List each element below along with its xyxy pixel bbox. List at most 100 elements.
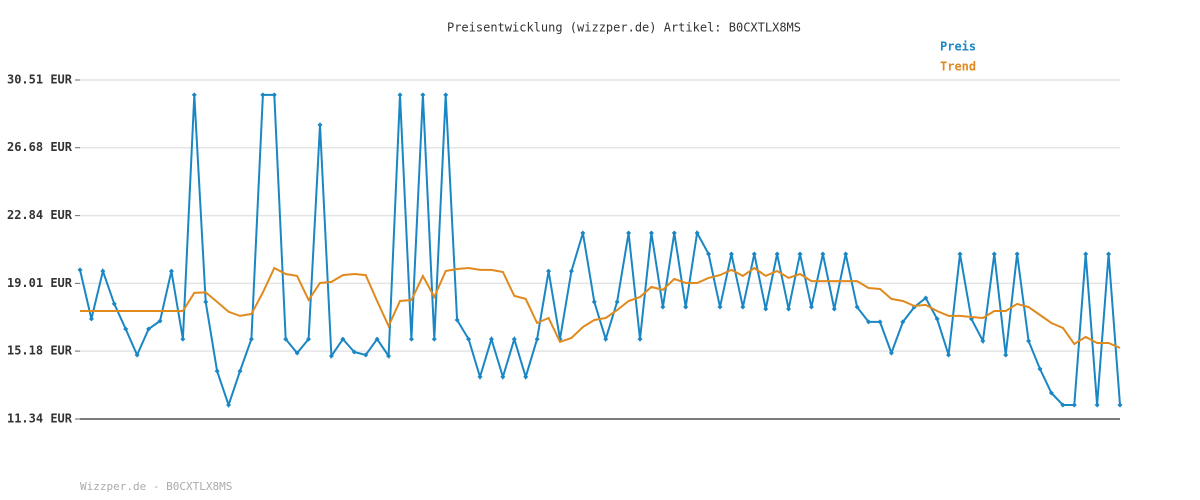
- point-marker: [1071, 402, 1077, 408]
- y-tick-label: 19.01 EUR: [7, 276, 73, 290]
- chart-title: Preisentwicklung (wizzper.de) Artikel: B…: [447, 21, 801, 35]
- point-marker: [408, 336, 414, 342]
- point-marker: [248, 336, 254, 342]
- point-marker: [728, 251, 734, 257]
- point-marker: [660, 304, 666, 310]
- point-marker: [203, 299, 209, 305]
- point-marker: [614, 299, 620, 305]
- point-marker: [88, 316, 94, 322]
- point-marker: [111, 301, 117, 307]
- point-marker: [226, 402, 232, 408]
- point-marker: [500, 374, 506, 380]
- point-marker: [991, 251, 997, 257]
- point-marker: [774, 251, 780, 257]
- point-marker: [134, 352, 140, 358]
- point-marker: [237, 368, 243, 374]
- point-marker: [466, 336, 472, 342]
- point-marker: [603, 336, 609, 342]
- line-trend: [80, 266, 1121, 349]
- y-tick-label: 26.68 EUR: [7, 140, 73, 154]
- point-marker: [706, 251, 712, 257]
- point-marker: [831, 306, 837, 312]
- y-tick-label: 11.34 EUR: [7, 412, 73, 426]
- point-marker: [123, 326, 129, 332]
- point-marker: [980, 338, 986, 344]
- point-marker: [317, 122, 323, 128]
- point-marker: [100, 268, 106, 274]
- point-marker: [214, 368, 220, 374]
- point-marker: [763, 306, 769, 312]
- y-tick-label: 15.18 EUR: [7, 344, 73, 358]
- point-marker: [786, 306, 792, 312]
- point-marker: [431, 336, 437, 342]
- point-marker: [1060, 402, 1066, 408]
- point-marker: [386, 353, 392, 359]
- point-marker: [1014, 251, 1020, 257]
- point-marker: [477, 374, 483, 380]
- point-marker: [1106, 251, 1112, 257]
- point-marker: [363, 352, 369, 358]
- point-marker: [1094, 402, 1100, 408]
- point-marker: [77, 267, 83, 273]
- point-marker: [683, 304, 689, 310]
- point-marker: [797, 251, 803, 257]
- point-marker: [157, 318, 163, 324]
- point-marker: [591, 299, 597, 305]
- point-marker: [420, 92, 426, 98]
- point-marker: [888, 350, 894, 356]
- point-marker: [306, 336, 312, 342]
- point-marker: [877, 319, 883, 325]
- point-marker: [957, 251, 963, 257]
- point-marker: [488, 336, 494, 342]
- point-marker: [146, 326, 152, 332]
- point-marker: [294, 350, 300, 356]
- point-marker: [568, 268, 574, 274]
- point-marker: [751, 251, 757, 257]
- point-marker: [854, 304, 860, 310]
- point-marker: [694, 230, 700, 236]
- legend-entry: Preis: [940, 40, 976, 54]
- point-marker: [671, 230, 677, 236]
- point-marker: [168, 268, 174, 274]
- line-preis: [79, 93, 1121, 409]
- y-tick-label: 22.84 EUR: [7, 208, 73, 222]
- point-marker: [900, 319, 906, 325]
- point-marker: [523, 374, 529, 380]
- legend-entry: Trend: [940, 60, 976, 74]
- point-marker: [180, 336, 186, 342]
- point-marker: [648, 230, 654, 236]
- point-marker: [843, 251, 849, 257]
- point-marker: [637, 336, 643, 342]
- point-marker: [740, 304, 746, 310]
- point-marker: [1117, 402, 1123, 408]
- point-marker: [271, 92, 277, 98]
- point-marker: [260, 92, 266, 98]
- point-marker: [511, 336, 517, 342]
- point-marker: [808, 304, 814, 310]
- point-marker: [934, 316, 940, 322]
- point-marker: [717, 304, 723, 310]
- point-marker: [626, 230, 632, 236]
- point-marker: [374, 336, 380, 342]
- point-marker: [820, 251, 826, 257]
- point-marker: [866, 319, 872, 325]
- point-marker: [351, 349, 357, 355]
- point-marker: [454, 317, 460, 323]
- point-marker: [1083, 251, 1089, 257]
- point-marker: [340, 336, 346, 342]
- point-marker: [1026, 338, 1032, 344]
- point-marker: [923, 295, 929, 301]
- point-marker: [443, 92, 449, 98]
- point-marker: [534, 336, 540, 342]
- point-marker: [328, 353, 334, 359]
- point-marker: [1048, 390, 1054, 396]
- point-marker: [546, 268, 552, 274]
- point-marker: [946, 352, 952, 358]
- point-marker: [397, 92, 403, 98]
- point-marker: [580, 230, 586, 236]
- point-marker: [191, 92, 197, 98]
- point-marker: [1037, 366, 1043, 372]
- y-tick-label: 30.51 EUR: [7, 73, 73, 87]
- footer: Wizzper.de - B0CXTLX8MS: [80, 480, 232, 493]
